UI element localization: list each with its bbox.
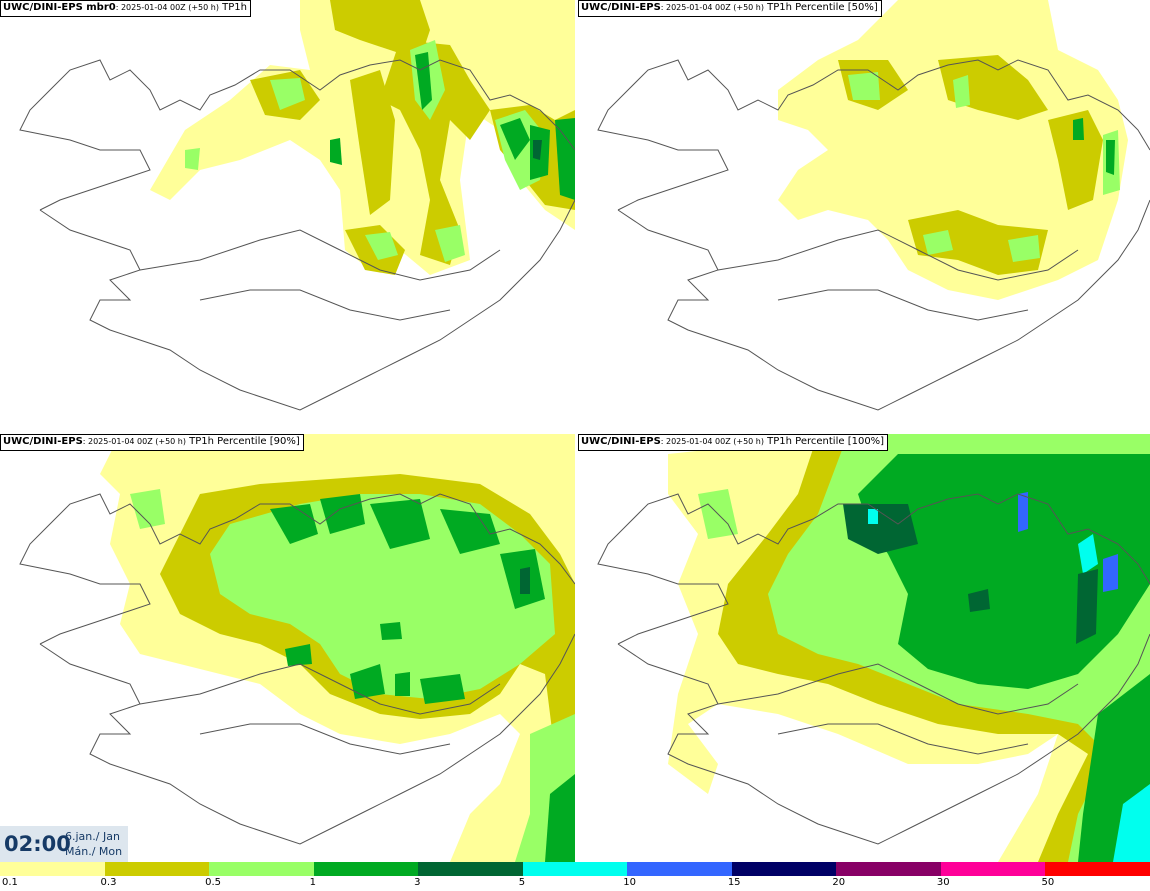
precip-fill [150,0,575,275]
legend-swatch [313,862,419,876]
panel-model-label: UWC/DINI-EPS [581,436,661,447]
precip-map-p50 [597,0,1150,411]
panel-field-label: TP1h [218,2,247,13]
legend-tick-label: 5 [518,877,526,888]
legend-tick-label: 20 [832,877,846,888]
panel-run-label: : 2025-01-04 00Z (+50 h) [82,437,186,446]
legend-swatch [1045,862,1150,876]
map-panel-p100: UWC/DINI-EPS: 2025-01-04 00Z (+50 h) TP1… [578,434,1150,862]
panel-run-label: : 2025-01-04 00Z (+50 h) [115,3,219,12]
panel-title-member0: UWC/DINI-EPS mbr0: 2025-01-04 00Z (+50 h… [0,0,251,17]
panel-title-p50: UWC/DINI-EPS: 2025-01-04 00Z (+50 h) TP1… [578,0,882,17]
legend-tick-label: 10 [623,877,636,888]
valid-time-clock: 02:00 [4,832,71,856]
panel-run-label: : 2025-01-04 00Z (+50 h) [660,437,764,446]
coastline [597,59,1150,411]
valid-time-weekday: Mán./ Mon [65,845,123,858]
panel-field-label: TP1h Percentile [90%] [185,436,300,447]
legend-swatch [836,862,942,876]
panel-model-label: UWC/DINI-EPS mbr0 [3,2,116,13]
coastline [19,493,575,845]
precip-map-p90 [19,434,575,862]
legend-swatch [0,862,105,876]
legend-tick-label: 3 [414,877,421,888]
precip-fill [668,434,1150,862]
legend-tick-label: 0.5 [205,877,221,888]
legend-swatch [209,862,315,876]
legend-tick-label: 30 [936,877,950,888]
precip-map-p100 [597,434,1150,862]
legend-swatch [627,862,733,876]
legend-tick-label: 50 [1041,877,1055,888]
panel-title-p90: UWC/DINI-EPS: 2025-01-04 00Z (+50 h) TP1… [0,434,304,451]
panel-field-label: TP1h Percentile [50%] [763,2,878,13]
color-scale-legend: 0.1 0.3 0.5 1 3 5 10 15 20 30 50 [0,862,1150,891]
legend-tick-label: 0.3 [100,877,117,888]
legend-tick-label: 0.1 [2,877,18,888]
map-panel-p50: UWC/DINI-EPS: 2025-01-04 00Z (+50 h) TP1… [578,0,1150,431]
panel-model-label: UWC/DINI-EPS [581,2,661,13]
legend-swatch [104,862,210,876]
panel-divider-horizontal [0,431,1150,434]
legend-swatch [522,862,628,876]
coastline [597,493,1150,845]
map-panel-p90: UWC/DINI-EPS: 2025-01-04 00Z (+50 h) TP1… [0,434,575,862]
precip-map-member0 [19,0,575,411]
legend-swatch [418,862,524,876]
map-panel-member0: UWC/DINI-EPS mbr0: 2025-01-04 00Z (+50 h… [0,0,575,431]
coastline [19,59,575,411]
legend-swatch [940,862,1046,876]
legend-swatch [731,862,837,876]
valid-time-box: 02:00 6.jan./ Jan Mán./ Mon [0,826,128,862]
valid-time-date: 6.jan./ Jan [65,830,120,843]
panel-field-label: TP1h Percentile [100%] [763,436,885,447]
legend-tick-label: 1 [309,877,316,888]
panel-title-p100: UWC/DINI-EPS: 2025-01-04 00Z (+50 h) TP1… [578,434,889,451]
panel-run-label: : 2025-01-04 00Z (+50 h) [660,3,764,12]
precip-fill [778,0,1128,300]
legend-tick-label: 15 [727,877,741,888]
precip-fill [100,434,575,862]
panel-model-label: UWC/DINI-EPS [3,436,83,447]
